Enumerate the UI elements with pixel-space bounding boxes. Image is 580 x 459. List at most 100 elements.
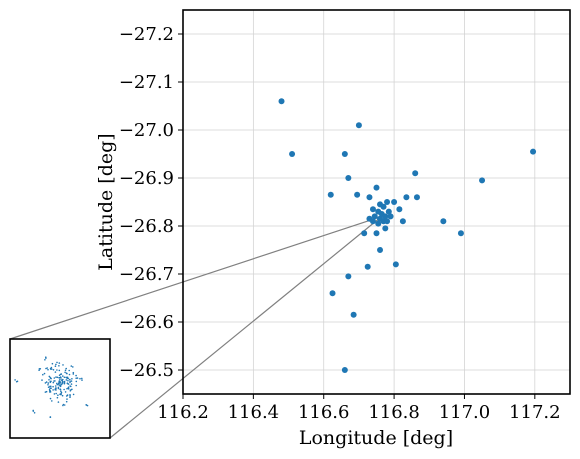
inset-speck (52, 381, 55, 384)
y-tick-label: −26.5 (119, 360, 174, 381)
inset-speck (52, 389, 54, 391)
inset-speck (56, 376, 59, 379)
inset-speck (52, 385, 54, 388)
inset-speck (47, 368, 49, 371)
inset-speck (55, 363, 57, 366)
inset-speck (57, 387, 60, 390)
inset-speck (72, 393, 75, 396)
inset-speck (60, 377, 62, 379)
inset-speck (71, 378, 73, 380)
inset-speck (70, 383, 73, 385)
data-point (387, 213, 394, 220)
inset-speck (45, 390, 48, 393)
inset-speck (44, 382, 47, 384)
data-point (329, 290, 336, 297)
inset-speck (61, 382, 64, 385)
x-tick-label: 116.8 (368, 402, 420, 423)
inset-speck (60, 383, 63, 386)
axis-ticks (178, 33, 536, 399)
inset-speck (46, 367, 48, 369)
inset-speck (38, 369, 40, 372)
grid-lines (182, 10, 570, 394)
inset-speck (56, 396, 59, 399)
inset-speck (75, 374, 77, 377)
data-point (278, 98, 285, 105)
data-point (530, 148, 537, 155)
connector-line-top (9, 215, 382, 340)
inset-speck (51, 400, 53, 402)
inset-speck (68, 369, 70, 372)
inset-speck (58, 377, 60, 379)
inset-speck (62, 403, 65, 406)
inset-speck (49, 391, 52, 393)
inset-speck (47, 384, 49, 386)
inset-speck (69, 395, 71, 397)
inset-speck (68, 373, 71, 376)
inset-speck (76, 377, 79, 379)
inset-speck (44, 359, 46, 361)
inset-speck (48, 379, 50, 381)
inset-speck (66, 387, 68, 390)
data-point (412, 170, 419, 177)
inset-speck (63, 404, 66, 406)
inset-speck (58, 369, 61, 372)
inset-speck (49, 387, 51, 390)
inset-speck (58, 374, 61, 377)
inset-speck (69, 381, 71, 384)
data-point (384, 199, 391, 205)
inset-speck (47, 386, 50, 389)
inset-speck (45, 357, 47, 359)
data-point (440, 218, 447, 225)
inset-speck (65, 372, 68, 375)
x-tick-label: 117.2 (509, 402, 561, 423)
data-point (403, 194, 410, 201)
inset-connector-lines (9, 215, 383, 439)
inset-speck (81, 379, 83, 381)
data-point (345, 175, 352, 181)
data-point (354, 191, 361, 198)
y-tick-label: −27.2 (119, 24, 174, 45)
inset-speck (54, 371, 57, 373)
inset-speck (55, 376, 57, 378)
x-tick-label: 116.2 (157, 402, 209, 423)
x-tick-labels: 116.2 116.4 116.6 116.8 117.0 117.2 (157, 402, 560, 423)
data-point (384, 218, 391, 225)
x-axis-label: Longitude [deg] (299, 427, 453, 449)
data-point (380, 203, 387, 210)
inset-speck (72, 366, 74, 368)
y-tick-labels: −27.2 −27.1 −27.0 −26.9 −26.8 −26.7 −26.6 −26.5 (119, 24, 174, 381)
inset-speck (56, 382, 58, 385)
data-point (369, 218, 376, 225)
x-tick-label: 116.4 (228, 402, 280, 423)
inset-speck (49, 385, 51, 388)
inset-speck (65, 400, 68, 403)
inset-speck (54, 365, 57, 368)
inset-speck (70, 385, 72, 388)
inset-speck (75, 380, 78, 383)
inset-speck (53, 380, 55, 382)
data-point (327, 191, 334, 198)
data-point (382, 225, 389, 232)
inset-speck (70, 380, 73, 382)
inset-speck (62, 378, 64, 381)
data-point (371, 213, 378, 220)
inset-speck (59, 393, 61, 396)
x-tick-label: 117.0 (439, 402, 491, 423)
inset-frame (9, 338, 111, 439)
data-point (341, 151, 348, 157)
inset-speck (56, 361, 58, 364)
inset-speck (54, 385, 57, 387)
inset-speck (66, 398, 68, 400)
inset-speck (79, 377, 81, 380)
inset-speck (75, 377, 77, 380)
inset-points (14, 356, 89, 419)
inset-speck (65, 379, 68, 381)
inset-speck (53, 377, 56, 379)
data-point (457, 230, 464, 237)
data-point (355, 122, 362, 129)
y-tick-label: −26.6 (119, 312, 174, 333)
inset-speck (62, 375, 64, 377)
inset-speck (45, 367, 47, 370)
inset-speck (66, 376, 69, 379)
